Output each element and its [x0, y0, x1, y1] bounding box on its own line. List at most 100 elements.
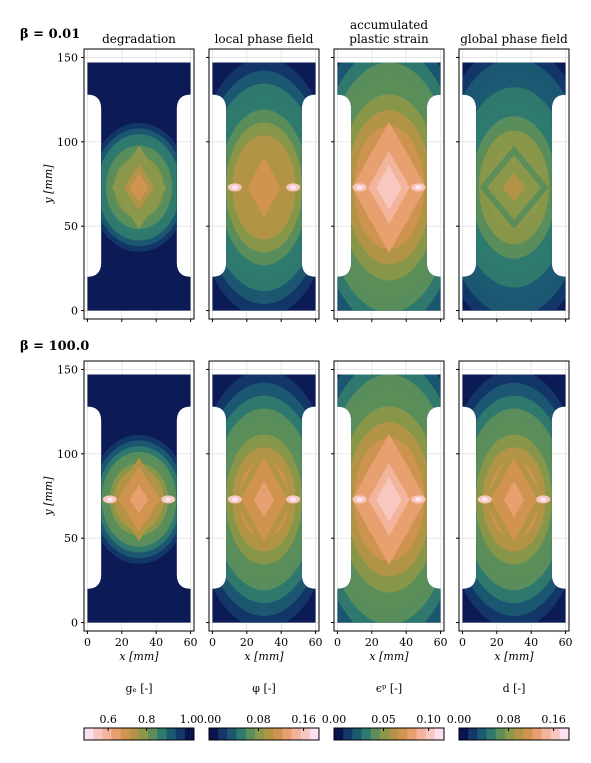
colorbar-swatch [416, 728, 427, 740]
colorbar-label: φ [-] [252, 682, 276, 695]
colorbar-swatch [532, 728, 542, 740]
colorbar-swatch [184, 728, 195, 740]
x-tick-label: 60 [309, 636, 323, 649]
colorbar-swatch [361, 728, 372, 740]
y-tick-label: 150 [57, 51, 78, 64]
colorbar-frame [208, 727, 320, 741]
colorbar-swatch [93, 728, 103, 740]
colorbar-3: ϵᵖ [-] 0.00 0.05 0.10 [322, 682, 445, 741]
hotspot-peak [165, 497, 172, 502]
contour-core [129, 485, 149, 514]
colorbar-swatch [120, 728, 131, 740]
hotspot-peak [290, 497, 297, 502]
heatmap-panel-1-1: degradation 0 50 100 150 y [mm] [42, 32, 195, 322]
colorbar-label: d [-] [503, 682, 526, 695]
hotspot-peak [231, 185, 238, 190]
colorbar-swatch [166, 728, 177, 740]
colorbar-frame [458, 727, 570, 741]
field-contours [337, 374, 441, 623]
field-contours [212, 62, 316, 311]
x-axis-label: x [mm] [494, 650, 534, 663]
colorbar-swatch [273, 728, 283, 740]
x-tick-label: 20 [240, 636, 254, 649]
colorbar-swatch [389, 728, 399, 740]
colorbar-swatch [541, 728, 552, 740]
panel-frame [208, 48, 320, 320]
panel-frame [458, 360, 570, 632]
x-tick-label: 60 [184, 636, 198, 649]
hotspot-peak [106, 497, 113, 502]
x-tick-label: 0 [459, 636, 466, 649]
colorbar-swatch [379, 728, 390, 740]
colorbar-swatch [468, 728, 478, 740]
colorbar-swatch [407, 728, 417, 740]
colorbar-tick-label: 0.16 [291, 713, 316, 726]
hotspot-peak [356, 185, 363, 190]
x-axis-label: x [mm] [369, 650, 409, 663]
panel-grid: degradation 0 50 100 150 y [mm] local phase fi… [42, 18, 573, 663]
x-tick-label: 60 [559, 636, 573, 649]
colorbar-swatch [434, 728, 445, 740]
heatmap-panel-1-2: local phase field [206, 32, 320, 322]
y-tick-label: 0 [71, 617, 78, 630]
field-contours [89, 122, 189, 252]
colorbar-swatch [139, 728, 149, 740]
contour-core [376, 477, 402, 522]
colorbar-tick-label: 0.10 [416, 713, 441, 726]
contour-core [502, 173, 526, 202]
field-contours [212, 374, 316, 623]
contour-core [376, 165, 402, 210]
row-label-1: β = 0.01 [20, 27, 80, 42]
x-tick-label: 20 [365, 636, 379, 649]
contour-core [253, 169, 275, 206]
contour-core [253, 481, 275, 518]
colorbar-tick-label: 1.0 [180, 713, 198, 726]
colorbar-swatch [264, 728, 274, 740]
colorbar-swatch [477, 728, 487, 740]
colorbar-tick-label: 0.6 [99, 713, 117, 726]
colorbar-swatch [102, 728, 112, 740]
colorbar-swatch [459, 728, 469, 740]
y-tick-label: 50 [64, 220, 78, 233]
colorbar-swatch [236, 728, 247, 740]
hotspot-peak [290, 185, 297, 190]
colorbar-tick-label: 0.00 [447, 713, 472, 726]
x-axis-label: x [mm] [244, 650, 284, 663]
colorbar-label: ϵᵖ [-] [376, 682, 402, 695]
field-contours [337, 62, 441, 311]
y-axis-label: y [mm] [42, 476, 55, 517]
heatmap-panel-1-4: global phase field [456, 32, 570, 322]
colorbar-swatch [523, 728, 533, 740]
x-tick-label: 40 [524, 636, 538, 649]
colorbar-swatch [514, 728, 524, 740]
colorbar-frame [333, 727, 445, 741]
x-tick-label: 40 [274, 636, 288, 649]
hotspot-peak [415, 497, 422, 502]
y-tick-label: 100 [57, 136, 78, 149]
x-tick-label: 20 [490, 636, 504, 649]
colorbar-tick-label: 0.08 [246, 713, 271, 726]
colorbar-swatch [175, 728, 186, 740]
colorbar-swatch [218, 728, 228, 740]
contour-core [503, 481, 525, 518]
x-tick-label: 20 [115, 636, 129, 649]
colorbar-frame [83, 727, 195, 741]
colorbar-2: φ [-] 0.00 0.08 0.16 [197, 682, 320, 741]
colorbar-tick-label: 0.16 [541, 713, 566, 726]
x-tick-label: 0 [84, 636, 91, 649]
colorbar-swatch [111, 728, 122, 740]
colorbar-1: gₑ [-] 0.6 0.8 1.0 [83, 682, 198, 741]
panel-frame [333, 360, 445, 632]
field-contours [89, 434, 189, 564]
colorbar-row: gₑ [-] 0.6 0.8 1.0 φ [-] 0.00 0.08 0.16 ϵᵖ [-] 0.… [83, 682, 570, 741]
colorbar-label: gₑ [-] [125, 682, 152, 695]
colorbar-swatch [209, 728, 219, 740]
colorbar-swatch [550, 728, 561, 740]
colorbar-swatch [370, 728, 381, 740]
colorbar-swatch [245, 728, 256, 740]
contour-core [129, 173, 149, 202]
colorbar-swatch [334, 728, 344, 740]
colorbar-swatch [148, 728, 158, 740]
column-title: accumulated [350, 18, 428, 32]
